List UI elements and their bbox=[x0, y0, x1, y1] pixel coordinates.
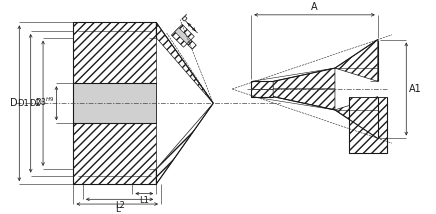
Polygon shape bbox=[273, 68, 335, 89]
Text: D: D bbox=[10, 98, 17, 108]
Polygon shape bbox=[156, 22, 213, 103]
Polygon shape bbox=[251, 81, 273, 89]
Polygon shape bbox=[349, 97, 387, 153]
Polygon shape bbox=[156, 103, 213, 184]
Polygon shape bbox=[74, 123, 156, 184]
Text: D3$^{H9}$: D3$^{H9}$ bbox=[34, 95, 54, 108]
Polygon shape bbox=[74, 22, 156, 83]
Text: L: L bbox=[115, 205, 120, 214]
Polygon shape bbox=[171, 24, 194, 47]
Polygon shape bbox=[251, 89, 273, 97]
Polygon shape bbox=[74, 83, 156, 123]
Text: b: b bbox=[177, 13, 188, 24]
Text: A1: A1 bbox=[409, 84, 422, 94]
Text: D1: D1 bbox=[17, 99, 29, 108]
Polygon shape bbox=[335, 97, 378, 138]
Text: L1: L1 bbox=[140, 196, 149, 205]
Polygon shape bbox=[187, 40, 196, 49]
Text: L2: L2 bbox=[115, 201, 125, 210]
Polygon shape bbox=[273, 89, 335, 110]
Text: A: A bbox=[311, 2, 318, 12]
Polygon shape bbox=[335, 40, 378, 81]
Text: D2: D2 bbox=[29, 99, 41, 108]
Polygon shape bbox=[175, 28, 191, 44]
